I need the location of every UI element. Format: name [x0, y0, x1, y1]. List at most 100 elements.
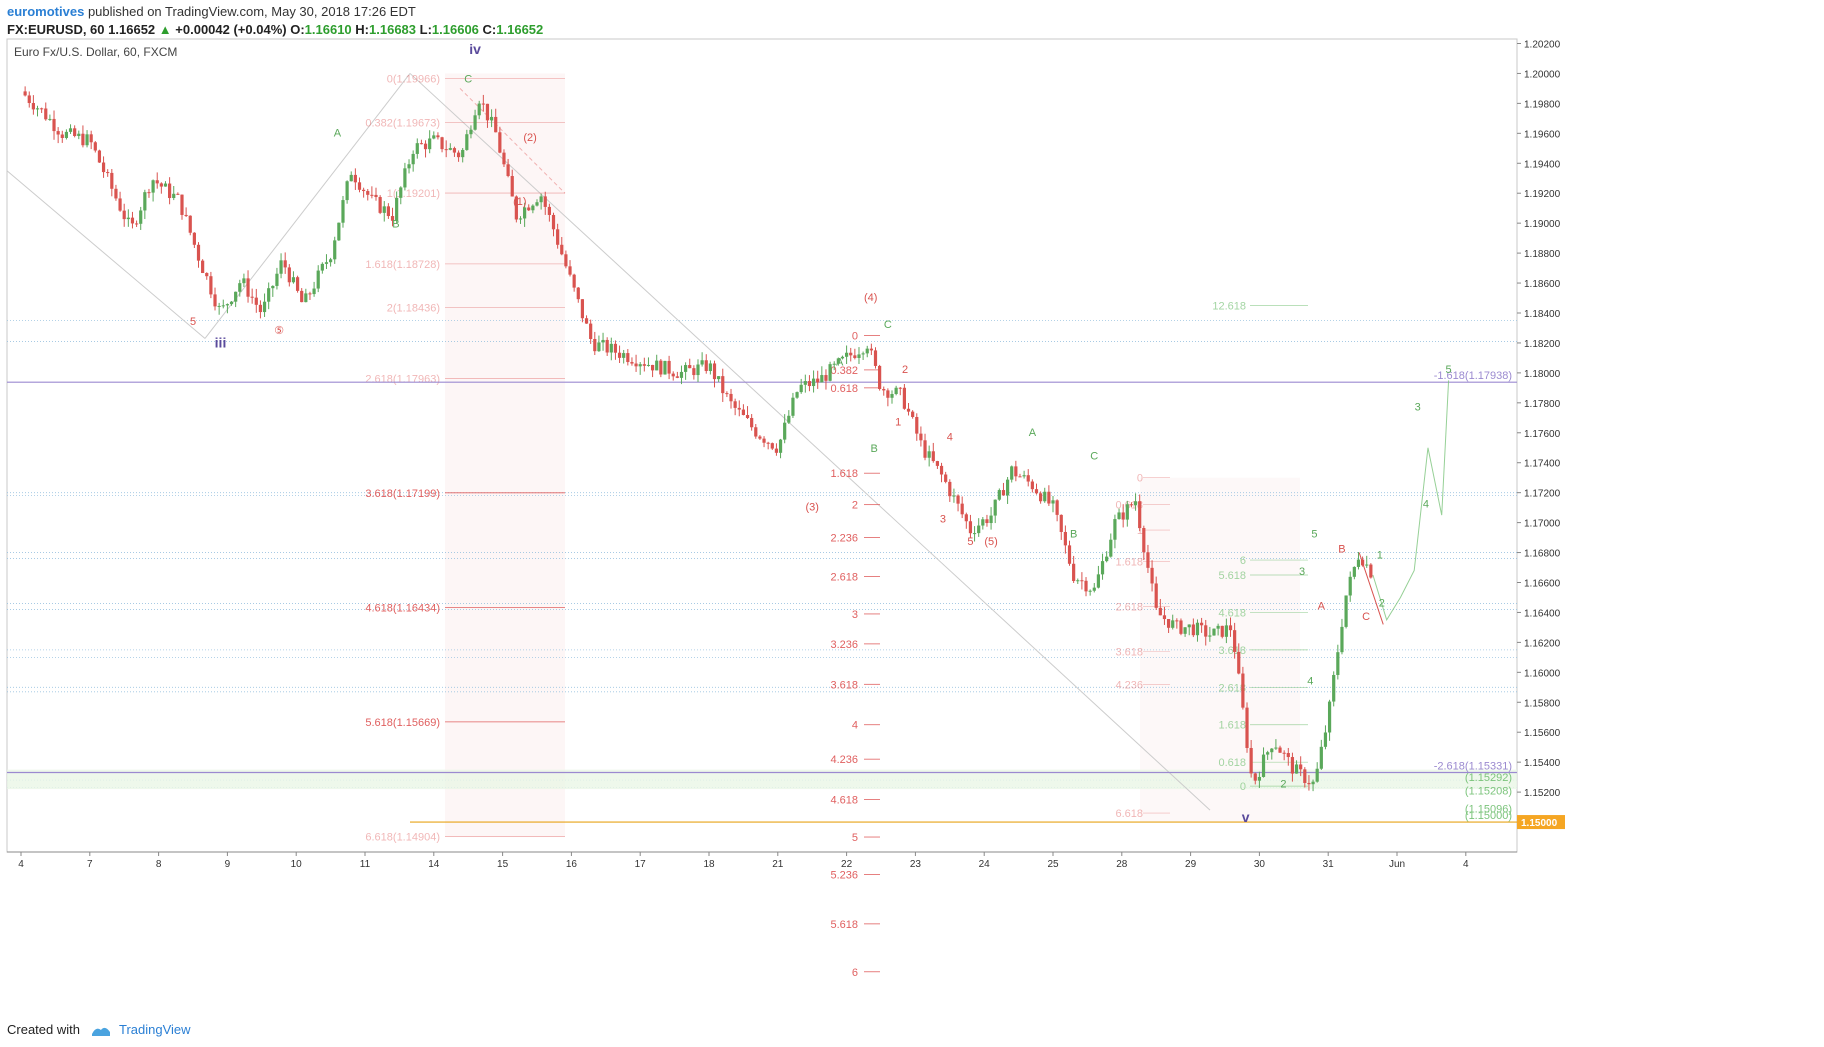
last-price: 1.16652: [108, 22, 156, 37]
fib-level-label: 3.618: [1218, 645, 1246, 657]
candle-body: [279, 260, 283, 274]
candle-body: [568, 266, 572, 275]
candle-body: [353, 174, 357, 183]
candle-body: [547, 206, 551, 215]
candle-body: [300, 290, 304, 303]
candle-body: [440, 137, 444, 150]
candle-body: [1146, 552, 1150, 568]
wave-label: B: [870, 443, 877, 455]
fib-level-label: 0.618: [830, 383, 858, 395]
candle-body: [861, 353, 865, 355]
ohlc-l-value: 1.16606: [431, 22, 479, 37]
wave-label: A: [334, 127, 342, 139]
fib-level-label: 2: [852, 500, 858, 512]
candle-body: [890, 393, 894, 398]
wave-label: B: [392, 219, 399, 231]
candle-body: [134, 223, 139, 225]
wave-label: 3: [1299, 566, 1305, 578]
candle-body: [60, 134, 64, 138]
footer: Created with TradingView: [7, 1022, 191, 1037]
candle-body: [601, 339, 605, 343]
candle-body: [964, 514, 968, 522]
candle-body: [617, 352, 622, 358]
candle-body: [717, 376, 721, 380]
candle-body: [828, 364, 832, 381]
tradingview-link[interactable]: TradingView: [119, 1022, 191, 1037]
candle-body: [560, 244, 564, 255]
wave-label: C: [464, 73, 472, 85]
wave-label: C: [884, 319, 892, 331]
candle-body: [589, 323, 593, 339]
candle-body: [89, 134, 93, 143]
candle-body: [898, 387, 902, 389]
candle-body: [423, 143, 428, 150]
candle-body: [977, 525, 981, 534]
candle-body: [465, 134, 469, 150]
candle-body: [518, 218, 523, 220]
candle-body: [304, 293, 308, 303]
y-tick-label: 1.20200: [1524, 39, 1561, 50]
wave-label: 2: [902, 364, 908, 376]
wave-label: ⑤: [274, 325, 284, 337]
author-link[interactable]: euromotives: [7, 4, 85, 19]
candle-body: [576, 287, 580, 300]
candle-body: [64, 131, 69, 138]
candle-body: [741, 409, 745, 416]
key-level-label: -1.618(1.17938): [1434, 370, 1512, 382]
candle-body: [832, 363, 836, 365]
candle-body: [712, 363, 717, 380]
candle-body: [667, 360, 671, 374]
candle-body: [886, 390, 890, 398]
candle-body: [671, 373, 675, 377]
candle-body: [481, 103, 485, 105]
candle-body: [1010, 466, 1014, 480]
candle-body: [551, 214, 556, 230]
x-tick-label: 15: [497, 859, 509, 870]
symbol-line: FX:EURUSD, 60 1.16652 ▲ +0.00042 (+0.04%…: [7, 22, 543, 37]
candle-body: [1356, 559, 1361, 567]
candle-body: [539, 196, 543, 203]
candle-body: [1237, 651, 1241, 674]
x-tick-label: 9: [225, 859, 231, 870]
candle-body: [337, 222, 341, 241]
candle-body: [378, 197, 382, 213]
candle-body: [688, 365, 692, 369]
candle-body: [147, 192, 151, 194]
y-tick-label: 1.20000: [1524, 69, 1561, 80]
fib-level-label: 6.618: [1115, 808, 1143, 820]
candle-body: [733, 401, 737, 408]
green-level-label: (1.15096): [1465, 804, 1512, 816]
candle-body: [1067, 545, 1072, 564]
wave-label: 4: [1423, 499, 1429, 511]
fib-level-label: 5: [852, 832, 858, 844]
alt-projection-path: [1358, 552, 1384, 625]
candle-body: [1039, 493, 1043, 502]
candle-body: [1175, 620, 1179, 622]
wave-label: 5: [967, 536, 973, 548]
candle-body: [849, 352, 853, 356]
candle-body: [915, 416, 919, 434]
candle-body: [122, 210, 126, 220]
candle-body: [708, 363, 712, 372]
candle-body: [1303, 769, 1307, 783]
fib-level-label: 2(1.18436): [387, 303, 440, 315]
candle-body: [766, 442, 770, 444]
candle-body: [456, 152, 461, 158]
x-tick-label: 18: [703, 859, 715, 870]
fib-level-label: 6.618(1.14904): [365, 831, 440, 843]
candle-body: [432, 135, 436, 139]
candle-body: [1187, 624, 1191, 628]
candle-body: [510, 176, 514, 197]
ohlc-h-value: 1.16683: [369, 22, 417, 37]
y-tick-label: 1.17400: [1524, 459, 1561, 470]
candle-body: [882, 388, 886, 391]
y-tick-label: 1.16600: [1524, 578, 1561, 589]
candle-body: [836, 358, 840, 364]
candle-body: [1204, 625, 1208, 637]
fib-level-label: 0: [1240, 781, 1246, 793]
candle-body: [869, 348, 873, 351]
candle-body: [419, 143, 424, 145]
candle-body: [556, 229, 560, 245]
candle-body: [750, 417, 754, 428]
